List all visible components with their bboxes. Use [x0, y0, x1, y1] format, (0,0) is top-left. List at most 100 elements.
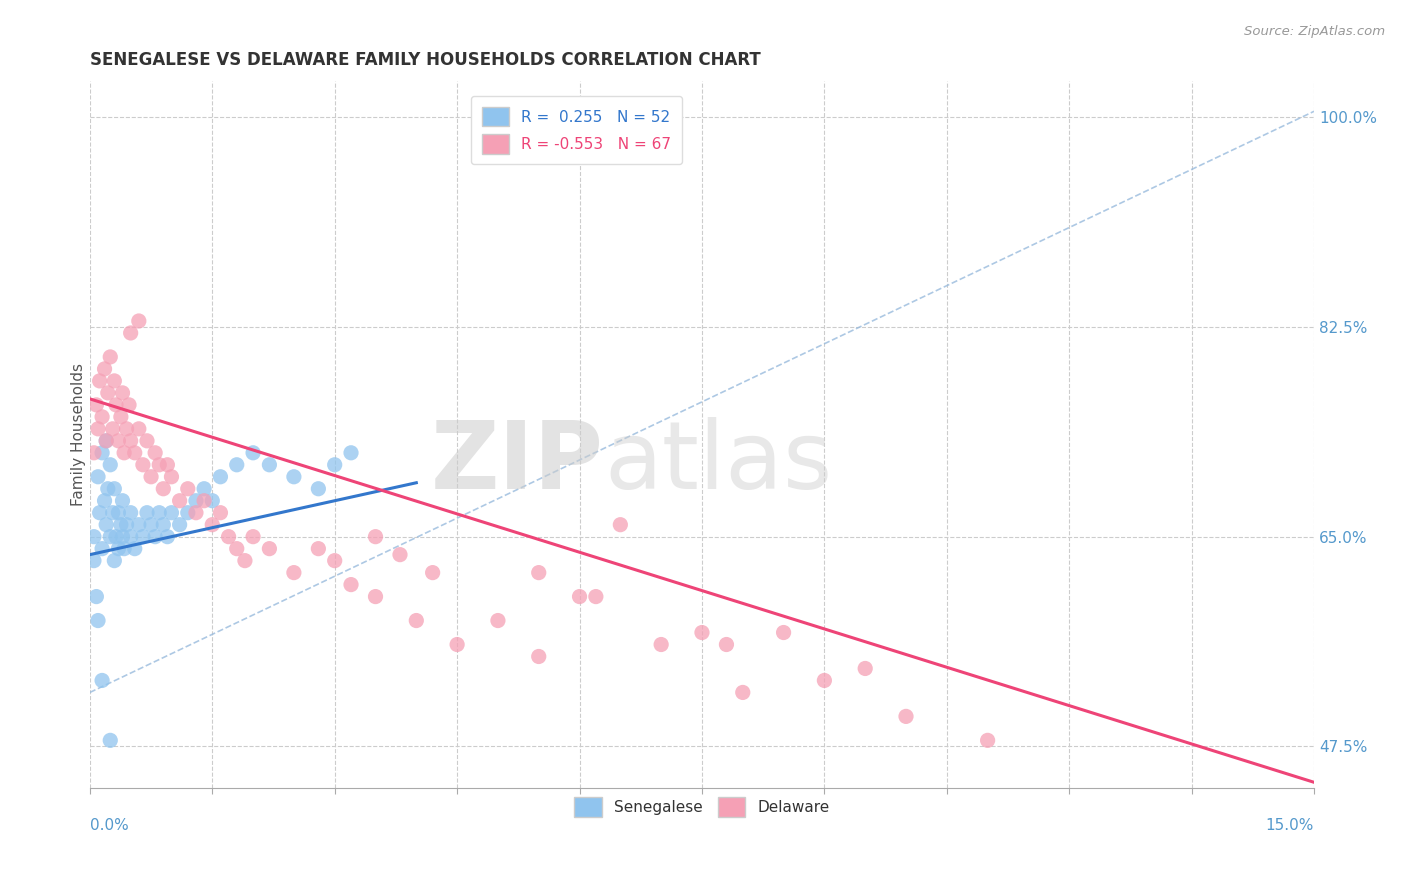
Point [283, 566, 305, 580]
Point [225, 458, 247, 472]
Point [87, 614, 110, 628]
Point [201, 493, 224, 508]
Point [97, 385, 120, 400]
Point [242, 446, 264, 460]
Point [110, 409, 132, 424]
Point [96, 517, 118, 532]
Point [101, 506, 124, 520]
Point [177, 506, 200, 520]
Point [193, 482, 215, 496]
Point [128, 422, 150, 436]
Point [104, 530, 127, 544]
Point [259, 541, 281, 556]
Point [853, 661, 876, 675]
Point [218, 530, 240, 544]
Point [101, 422, 124, 436]
Point [139, 517, 162, 532]
Point [96, 434, 118, 448]
Point [110, 517, 132, 532]
Point [83, 446, 105, 460]
Point [156, 530, 179, 544]
Point [527, 649, 550, 664]
Point [446, 638, 468, 652]
Text: 0.0%: 0.0% [90, 818, 128, 833]
Point [86, 398, 108, 412]
Point [120, 434, 142, 448]
Point [813, 673, 835, 688]
Point [136, 506, 159, 520]
Point [716, 638, 738, 652]
Point [340, 577, 363, 591]
Point [193, 493, 215, 508]
Point [83, 530, 105, 544]
Point [340, 446, 363, 460]
Point [731, 685, 754, 699]
Point [148, 458, 170, 472]
Point [405, 614, 427, 628]
Point [104, 398, 127, 412]
Point [128, 314, 150, 328]
Point [107, 541, 129, 556]
Point [364, 590, 387, 604]
Point [93, 362, 115, 376]
Y-axis label: Family Households: Family Households [72, 363, 86, 507]
Point [139, 469, 162, 483]
Legend: Senegalese, Delaware: Senegalese, Delaware [568, 791, 837, 823]
Point [118, 398, 141, 412]
Point [148, 506, 170, 520]
Point [132, 458, 155, 472]
Point [152, 482, 174, 496]
Point [160, 469, 183, 483]
Point [97, 482, 120, 496]
Point [120, 506, 142, 520]
Point [91, 541, 114, 556]
Point [585, 590, 607, 604]
Point [115, 422, 138, 436]
Point [86, 590, 108, 604]
Point [209, 469, 232, 483]
Point [98, 458, 121, 472]
Point [103, 554, 125, 568]
Point [568, 590, 591, 604]
Point [184, 493, 207, 508]
Point [98, 350, 121, 364]
Point [89, 506, 111, 520]
Point [124, 446, 146, 460]
Point [650, 638, 672, 652]
Point [83, 554, 105, 568]
Point [422, 566, 444, 580]
Point [307, 541, 329, 556]
Point [364, 530, 387, 544]
Point [259, 458, 281, 472]
Point [242, 530, 264, 544]
Point [111, 385, 134, 400]
Point [87, 469, 110, 483]
Point [143, 446, 166, 460]
Text: atlas: atlas [605, 417, 832, 509]
Point [160, 506, 183, 520]
Point [103, 374, 125, 388]
Point [323, 458, 346, 472]
Point [609, 517, 631, 532]
Point [690, 625, 713, 640]
Point [225, 541, 247, 556]
Point [136, 434, 159, 448]
Point [111, 530, 134, 544]
Text: 15.0%: 15.0% [1265, 818, 1315, 833]
Point [87, 422, 110, 436]
Point [169, 517, 191, 532]
Point [177, 482, 200, 496]
Point [323, 554, 346, 568]
Point [169, 493, 191, 508]
Point [283, 469, 305, 483]
Point [98, 733, 121, 747]
Text: ZIP: ZIP [432, 417, 605, 509]
Text: Source: ZipAtlas.com: Source: ZipAtlas.com [1244, 25, 1385, 38]
Point [976, 733, 998, 747]
Point [128, 517, 150, 532]
Point [96, 434, 118, 448]
Point [527, 566, 550, 580]
Point [132, 530, 155, 544]
Point [112, 541, 135, 556]
Point [152, 517, 174, 532]
